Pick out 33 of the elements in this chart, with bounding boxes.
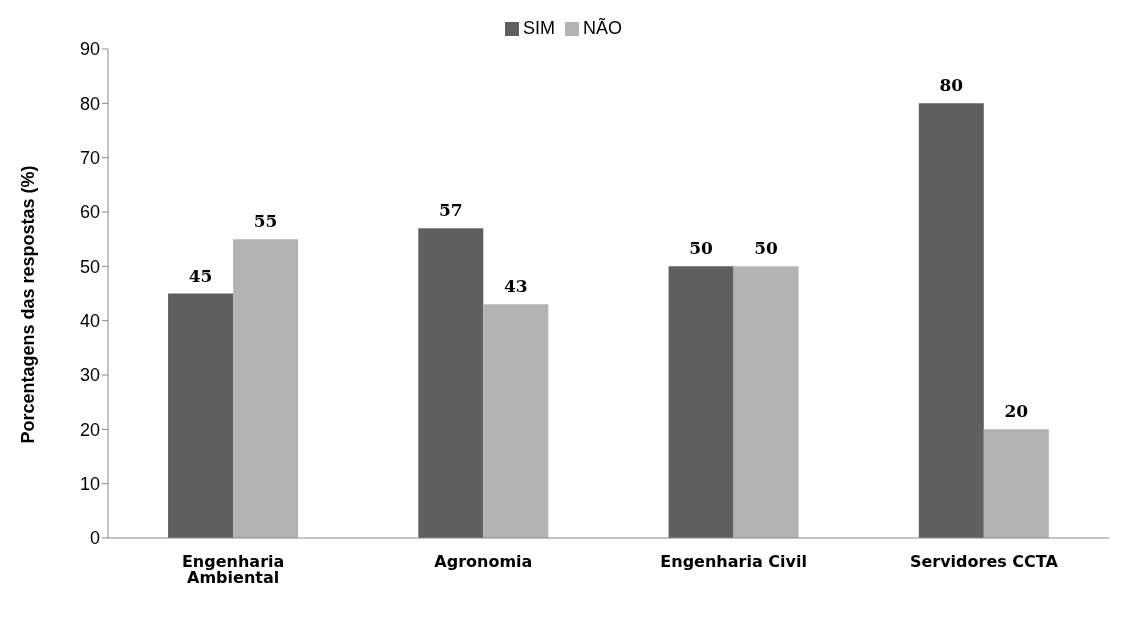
bar [918, 103, 984, 538]
y-tick-label: 50 [79, 256, 100, 277]
y-tick-label: 80 [79, 93, 100, 114]
data-label: 80 [939, 75, 964, 96]
bar [733, 266, 799, 538]
y-tick-label: 40 [79, 311, 100, 332]
y-tick-label: 60 [79, 202, 100, 223]
y-tick-label: 90 [79, 39, 100, 60]
y-tick-label: 10 [79, 474, 100, 495]
x-tick-label: Agronomia [434, 552, 533, 572]
y-tick-label: 20 [79, 419, 100, 440]
x-tick-label: Servidores CCTA [909, 552, 1059, 572]
data-label: 45 [188, 265, 213, 286]
data-label: 43 [503, 276, 528, 297]
bar [668, 266, 734, 538]
data-label: 50 [689, 238, 714, 259]
bar [483, 304, 549, 538]
legend-label: SIM [522, 18, 555, 38]
x-tick-label: Engenharia Ambiental [181, 552, 285, 588]
data-label: 55 [253, 211, 278, 232]
data-label: 20 [1004, 401, 1029, 422]
bar [233, 239, 299, 538]
legend-label: NÃO [583, 18, 623, 38]
y-axis-title: Porcentagens das respostas (%) [18, 165, 39, 444]
bar [418, 228, 484, 538]
data-label: 57 [438, 200, 463, 221]
x-tick-label: Engenharia Civil [660, 552, 807, 572]
data-label: 50 [754, 238, 779, 259]
bar [983, 429, 1049, 538]
y-tick-label: 70 [79, 148, 100, 169]
y-tick-label: 0 [89, 528, 100, 549]
y-tick-label: 30 [79, 365, 100, 386]
bar [168, 293, 234, 538]
